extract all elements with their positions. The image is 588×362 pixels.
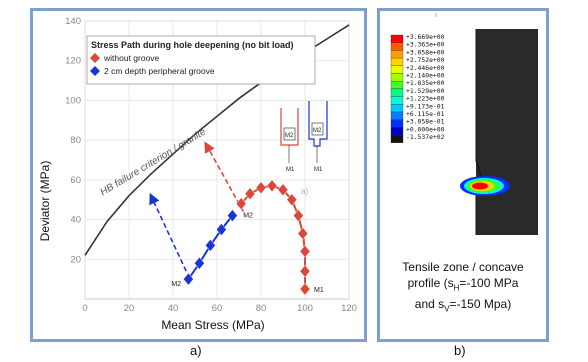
scale-swatch: [390, 127, 404, 136]
contour-plot: +3.669e+00+3.363e+00+3.058e+00+2.752e+00…: [390, 13, 538, 235]
scale-swatch: [390, 104, 404, 113]
red-direction-arrow: [204, 141, 245, 213]
data-point-series-0: [299, 244, 311, 258]
x-tick-label: 40: [168, 303, 179, 314]
path-start-label: M1: [314, 287, 324, 294]
scale-label: +3.669e+00: [406, 33, 445, 41]
path-end-label-red: M2: [243, 213, 253, 220]
y-tick-label: 60: [70, 175, 81, 186]
data-point-series-0: [293, 209, 304, 222]
legend-red-diamond: [90, 53, 100, 63]
scale-swatch: [390, 73, 404, 82]
stress-arrows: [149, 141, 245, 272]
y-tick-label: 120: [65, 56, 81, 67]
legend-label-without-groove: without groove: [103, 53, 160, 63]
x-tick-label: 0: [82, 303, 87, 314]
stress-path-chart: 0 20 40 60 80 100 120 20 40 60 80 100 120 140 M2 M1 M…: [38, 16, 357, 332]
scale-swatch: [390, 96, 404, 105]
x-axis-title: Mean Stress (MPa): [161, 318, 264, 332]
y-tick-label: 40: [70, 215, 81, 226]
groove-schematic: M2 M1 M2 M1 a): [280, 101, 328, 196]
scale-label: +3.363e+00: [406, 41, 445, 49]
stress-path-panel: 0 20 40 60 80 100 120 20 40 60 80 100 120 140 M2 M1 M…: [30, 8, 367, 342]
scale-label: +1.835e+00: [406, 79, 445, 87]
tensile-zone: [460, 176, 510, 196]
data-point-series-0: [297, 227, 309, 240]
caption-line-1: Tensile zone / concave: [402, 260, 524, 274]
contour-panel: +3.669e+00 +3.363e+00 +3.058e+00 +2.752e+00…: [377, 8, 549, 342]
scale-label: +1.529e+00: [406, 87, 445, 95]
schematic-label-m2-left: M2: [285, 133, 294, 139]
data-point-series-1: [205, 238, 216, 252]
data-point-series-0: [266, 179, 278, 193]
schematic-small-label: a): [301, 187, 308, 196]
data-point-series-0: [299, 264, 311, 278]
scale-label: +2.446e+00: [406, 64, 445, 72]
y-tick-label: 140: [65, 16, 81, 27]
data-point-series-1: [216, 223, 227, 236]
data-point-series-0: [235, 197, 247, 211]
legend-label-groove: 2 cm depth peripheral groove: [104, 66, 215, 76]
data-markers: [183, 179, 311, 296]
x-tick-label: 80: [256, 303, 267, 314]
y-tick-label: 80: [70, 135, 81, 146]
legend-box: [86, 35, 316, 85]
scale-label: +3.058e-01: [406, 118, 445, 126]
scale-swatch: [390, 134, 404, 143]
schematic-label-m1-right: M1: [314, 167, 323, 173]
data-point-series-0: [277, 183, 289, 197]
scale-swatch: [390, 111, 404, 120]
scale-label: +0.000e+00: [406, 125, 445, 133]
legend-blue-diamond: [90, 66, 100, 76]
y-tick-label: 20: [70, 254, 81, 265]
chart-title: Stress Path during hole deepening (no bi…: [91, 40, 294, 50]
scale-swatch: [390, 50, 404, 59]
data-point-series-0: [255, 181, 267, 195]
caption-line-2: profile (sH=-100 MPa: [407, 276, 519, 293]
y-axis-title: Deviator (MPa): [38, 161, 52, 242]
scale-swatch: [390, 34, 404, 43]
legend: Stress Path during hole deepening (no bi…: [86, 35, 316, 85]
data-point-series-0: [244, 187, 256, 201]
x-tick-label: 60: [212, 303, 223, 314]
scale-label: +1.223e+00: [406, 95, 445, 103]
scale-label: +6.115e-01: [406, 110, 445, 118]
schematic-marker-box: [283, 127, 296, 141]
data-point-series-1: [227, 209, 238, 222]
data-point-series-1: [194, 256, 205, 270]
scale-swatch: [390, 42, 404, 51]
schematic-label-m2-right: M2: [313, 128, 322, 134]
scale-label: +2.140e+00: [406, 72, 445, 80]
tick-labels: 0 20 40 60 80 100 120 20 40 60 80 100 120 140: [65, 16, 357, 314]
x-tick-label: 20: [124, 303, 135, 314]
scale-swatch: [390, 88, 404, 97]
schematic-marker-box-right: [311, 122, 324, 136]
data-point-series-0: [286, 193, 298, 207]
panel-a-label: a): [190, 343, 202, 358]
scale-label: +2.752e+00: [406, 56, 445, 64]
hole-without-groove-sketch: [280, 108, 299, 146]
path-end-label-blue: M2: [171, 281, 181, 288]
x-tick-label: 120: [341, 303, 357, 314]
y-tick-label: 100: [65, 95, 81, 106]
data-point-series-1: [183, 272, 194, 286]
x-tick-label: 100: [297, 303, 313, 314]
scale-label: +9.173e-01: [406, 102, 445, 110]
scale-swatch: [390, 57, 404, 66]
scale-label: +3.058e+00: [406, 48, 445, 56]
scale-label: -1.537e+02: [406, 133, 445, 141]
contour-caption: Tensile zone / concave profile (sH=-100 …: [380, 259, 546, 318]
tensile-zone-core: [472, 182, 488, 190]
scale-swatch: [390, 81, 404, 90]
data-point-series-0: [299, 282, 311, 296]
contour-color-scale: +3.669e+00+3.363e+00+3.058e+00+2.752e+00…: [390, 33, 445, 143]
caption-line-3: and sV=-150 Mpa): [414, 297, 512, 314]
schematic-label-m1-left: M1: [286, 167, 295, 173]
scale-swatch: [390, 65, 404, 74]
panel-b-label: b): [454, 343, 466, 358]
rock-mass: [476, 29, 538, 235]
blue-direction-arrow: [149, 192, 187, 272]
scale-swatch: [390, 119, 404, 128]
